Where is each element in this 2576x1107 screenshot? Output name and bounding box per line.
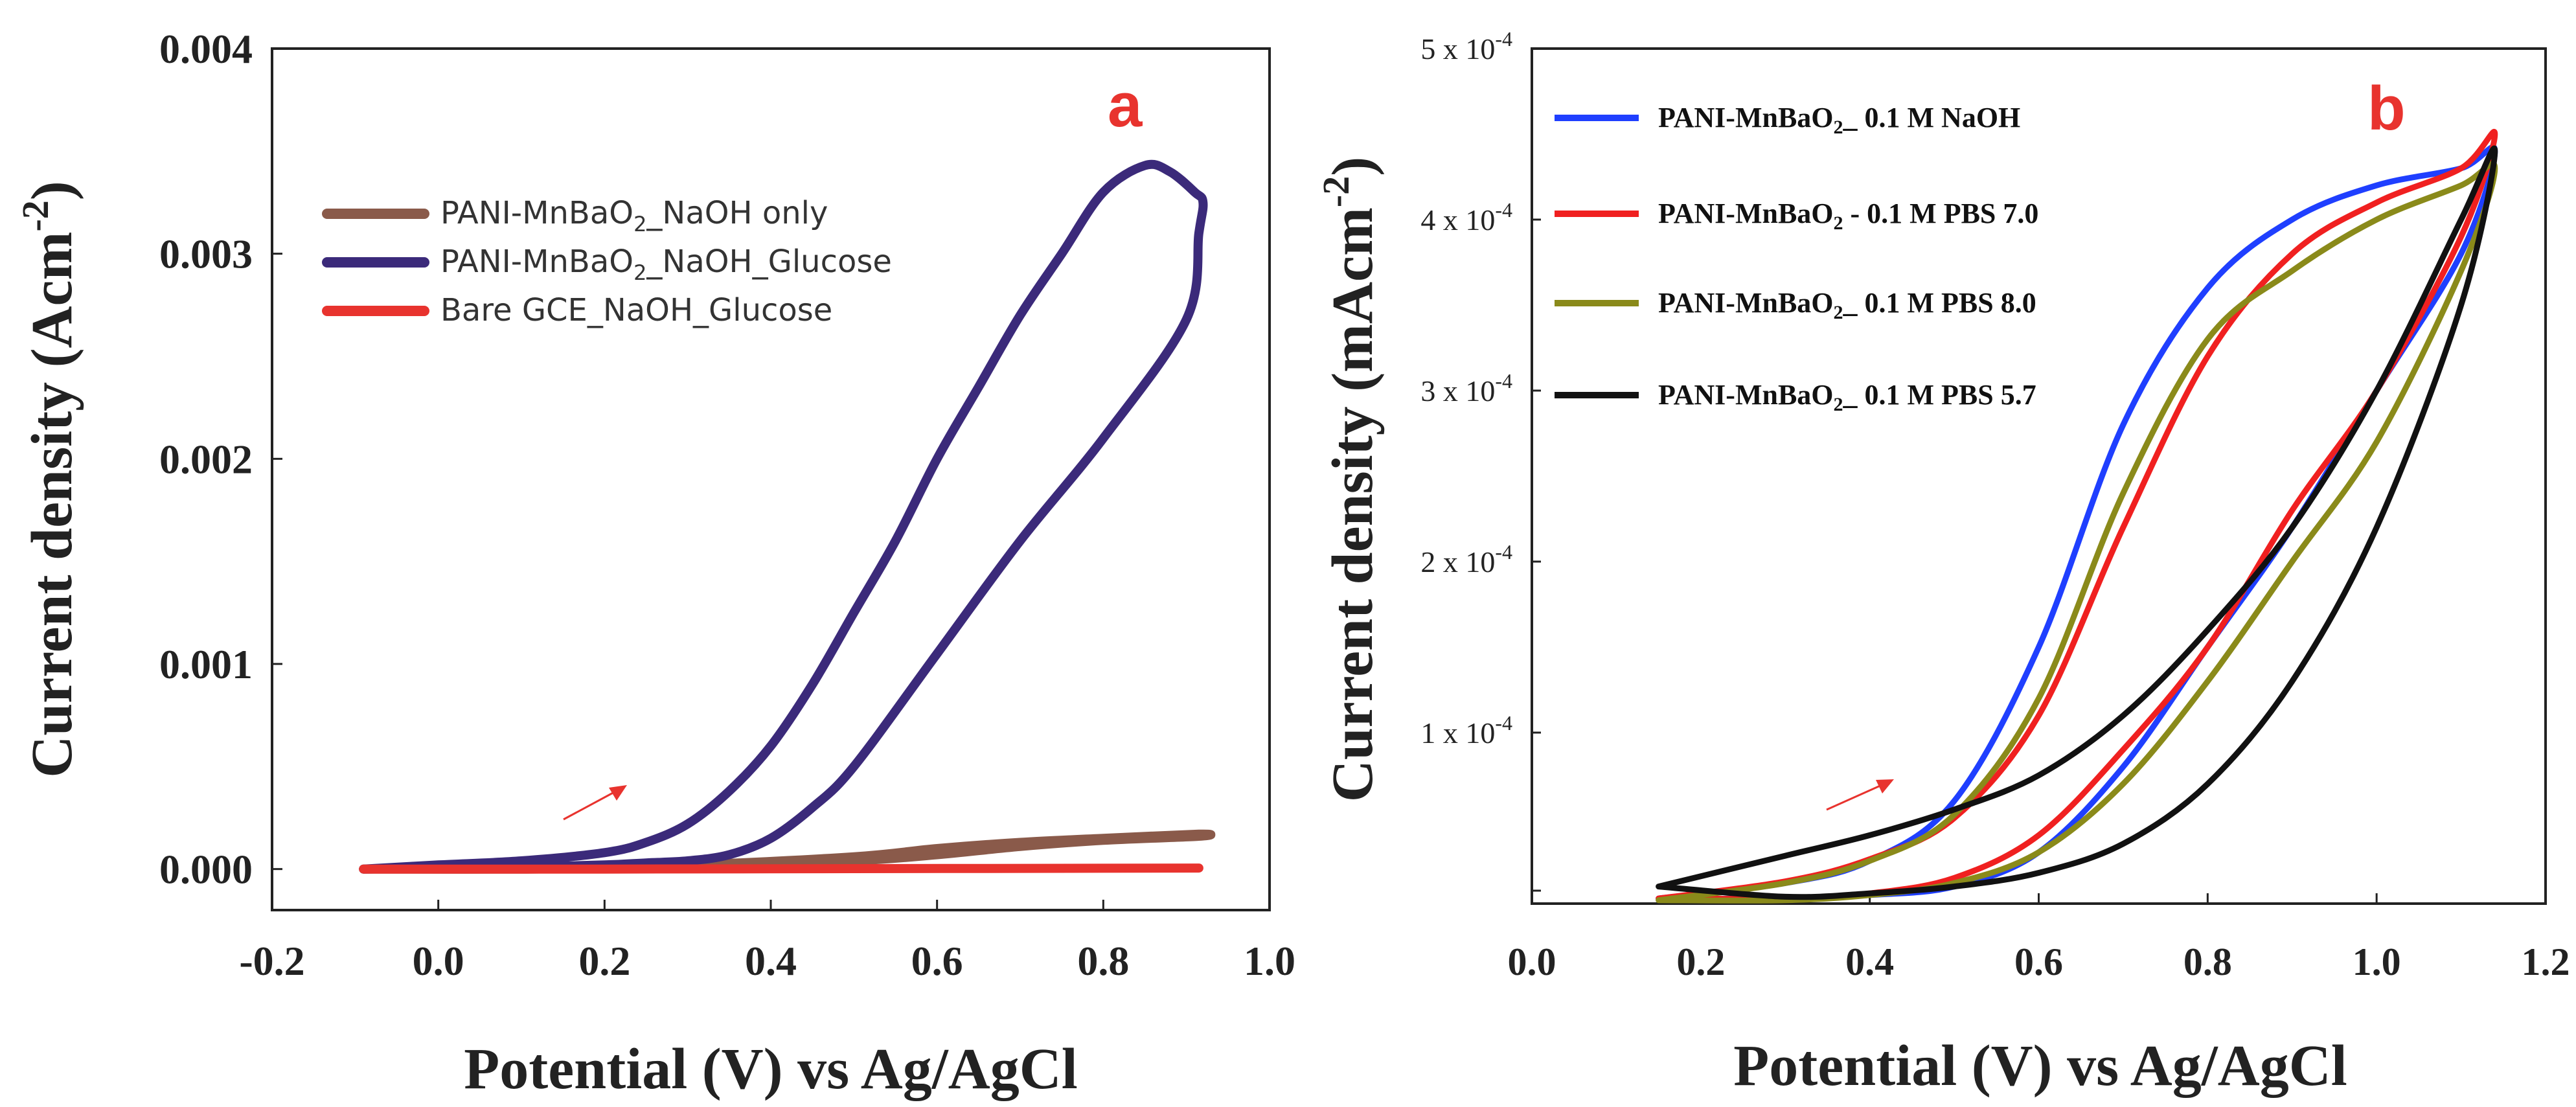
y-tick-mantissa: 3 x 10 [1420,374,1495,407]
y-tick-mantissa: 2 x 10 [1420,545,1495,578]
panel-a: -0.2 0.0 0.2 0.4 0.6 0.8 1.0 0.0000.0010.0020.… [14,26,1295,1101]
panel-b-legend-entry: PANI-MnBaO2_ 0.1 M PBS 5.7 [1658,379,2036,415]
panel-a-legend-entry: PANI-MnBaO2_NaOH only [440,195,828,236]
panel-a-legend: PANI-MnBaO2_NaOH only PANI-MnBaO2_NaOH_G… [322,195,892,328]
y-tick-label: 0.002 [159,436,253,482]
x-tick-label: 1.0 [2353,941,2401,983]
x-tick-label: 1.2 [2522,941,2570,983]
panel-b-legend-entry: PANI-MnBaO2_ 0.1 M PBS 8.0 [1658,287,2036,323]
series-line [359,159,1208,874]
y-tick-exponent: -4 [1495,27,1512,51]
x-tick-label: 0.4 [745,938,797,984]
panel-b-x-axis-title: Potential (V) vs Ag/AgCl [1733,1034,2347,1098]
panel-b-legend-entry: PANI-MnBaO2_ 0.1 M NaOH [1658,102,2020,138]
panel-a-series [359,159,1216,874]
series-line [1656,129,2498,902]
panel-b-scan-arrow-icon [1826,779,1894,811]
y-tick-label: 0.004 [159,26,253,72]
panel-a-legend-entry: PANI-MnBaO2_NaOH_Glucose [440,244,892,285]
panel-b-y-ticks: 1 x 10-42 x 10-43 x 10-44 x 10-45 x 10-4 [1420,27,1541,892]
y-tick-exponent: -4 [1495,198,1512,222]
y-tick-exponent: -4 [1495,711,1512,735]
panel-a-x-axis-title: Potential (V) vs Ag/AgCl [464,1037,1077,1101]
x-tick-label: 0.6 [911,938,963,984]
panel-a-y-ticks: 0.000 0.001 0.002 0.003 0.004 [159,26,282,893]
y-tick-mantissa: 5 x 10 [1420,32,1495,65]
y-tick-label: 2 x 10-4 [1420,540,1512,578]
x-tick-label: 0.8 [1077,938,1129,984]
panel-b-y-axis-title: Current density (mAcm-2) [1315,157,1385,803]
x-tick-label: 1.0 [1244,938,1295,984]
y-tick-label: 3 x 10-4 [1420,369,1512,407]
panel-a-label: a [1108,71,1143,140]
y-tick-label: 0.000 [159,847,253,893]
y-tick-exponent: -4 [1495,540,1512,564]
x-tick-label: 0.8 [2183,941,2232,983]
panel-b-legend-entry: PANI-MnBaO2 - 0.1 M PBS 7.0 [1658,198,2038,234]
y-tick-label: 4 x 10-4 [1420,198,1512,236]
panel-b-series [1656,129,2498,904]
y-tick-mantissa: 1 x 10 [1420,716,1495,749]
x-tick-label: 0.0 [1508,941,1556,983]
y-tick-label: 1 x 10-4 [1420,711,1512,749]
panel-a-y-axis-title: Current density (Acm-2) [14,181,84,778]
panel-b-label: b [2367,74,2406,143]
x-tick-label: 0.4 [1845,941,1894,983]
panel-a-legend-entry: Bare GCE_NaOH_Glucose [440,292,832,328]
x-tick-label: 0.2 [1676,941,1725,983]
panel-a-x-ticks: -0.2 0.0 0.2 0.4 0.6 0.8 1.0 [239,900,1295,984]
x-tick-label: 0.2 [578,938,630,984]
y-tick-label: 0.001 [159,641,253,687]
x-tick-label: -0.2 [239,938,304,984]
series-line [1656,144,2498,902]
series-line [1656,145,2498,900]
y-tick-label: 0.003 [159,231,253,277]
x-tick-label: 0.6 [2014,941,2063,983]
series-line [359,863,1203,874]
series-line [1656,161,2498,904]
panel-b: 0.0 0.2 0.4 0.6 0.8 1.0 1.2 1 x 10-42 x 10-43 … [1315,27,2570,1098]
y-tick-exponent: -4 [1495,369,1512,393]
panel-b-x-ticks: 0.0 0.2 0.4 0.6 0.8 1.0 1.2 [1508,893,2570,983]
y-tick-label: 5 x 10-4 [1420,27,1512,65]
y-tick-mantissa: 4 x 10 [1420,203,1495,236]
panel-a-scan-arrow-icon [563,785,627,821]
panel-b-legend: PANI-MnBaO2_ 0.1 M NaOH PANI-MnBaO2 - 0.… [1555,102,2038,415]
x-tick-label: 0.0 [413,938,464,984]
